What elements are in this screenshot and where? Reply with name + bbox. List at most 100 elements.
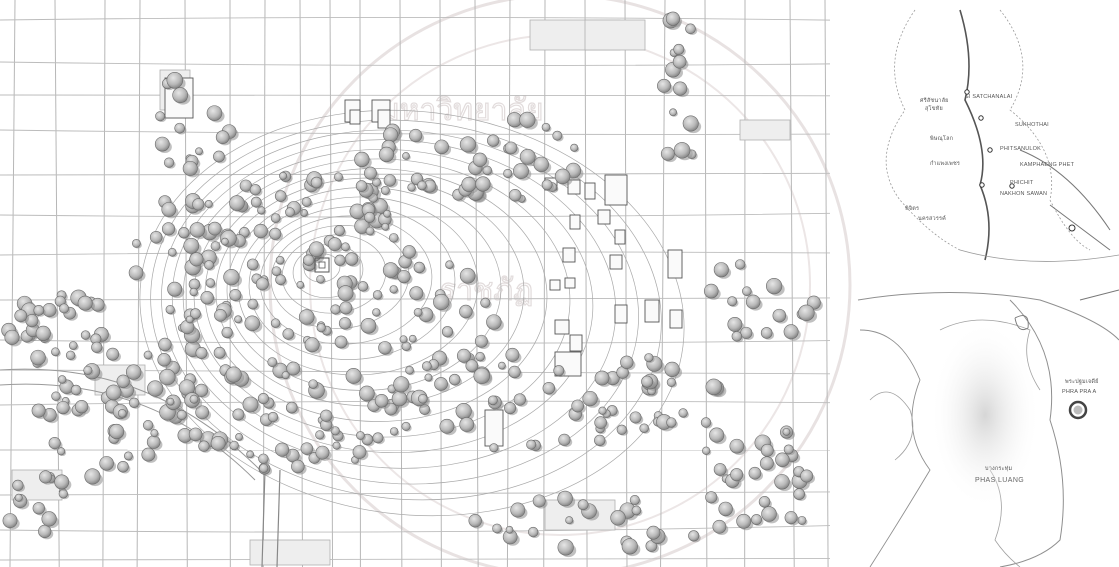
tree-canopy — [664, 361, 683, 379]
tree-canopy — [174, 122, 187, 135]
tree-canopy — [204, 199, 214, 209]
tree-canopy — [105, 384, 124, 402]
tree-canopy — [195, 405, 212, 421]
tree-canopy — [354, 218, 372, 236]
tree-canopy — [281, 371, 291, 380]
tree-canopy — [165, 305, 176, 315]
building-footprint — [484, 409, 504, 447]
highlighted-field — [249, 539, 331, 566]
field-boundary — [506, 0, 511, 567]
tree-canopy — [275, 442, 292, 459]
tree-canopy — [541, 179, 555, 192]
tree-canopy — [339, 301, 355, 316]
tree-canopy — [214, 308, 229, 323]
tree-canopy — [364, 211, 377, 224]
tree-canopy — [259, 463, 270, 474]
building-footprint — [667, 249, 683, 279]
tree-canopy — [488, 395, 500, 406]
tree-canopy — [705, 378, 725, 397]
tree-canopy — [380, 185, 391, 196]
tree-canopy — [285, 401, 300, 415]
tree-canopy — [542, 381, 557, 396]
tree-canopy — [356, 431, 366, 441]
lbl-kamphaeng-en: KAMPHAENG PHET — [1020, 162, 1075, 168]
tree-canopy — [123, 451, 134, 462]
building-footprint — [584, 182, 596, 200]
tree-canopy — [195, 347, 210, 361]
tree-canopy — [433, 293, 452, 312]
tree-canopy — [300, 442, 315, 457]
tree-canopy — [355, 180, 369, 193]
tree-canopy — [742, 286, 753, 297]
tree-canopy — [108, 423, 127, 441]
town-marker — [1009, 183, 1015, 189]
tree-canopy — [401, 421, 412, 432]
lbl-kamphaeng-th: กำแพงเพชร — [930, 160, 960, 167]
tree-canopy — [99, 456, 117, 473]
tree-canopy — [374, 394, 391, 409]
site-location-marker — [1068, 400, 1088, 420]
tree-canopy — [740, 326, 755, 341]
tree-canopy — [255, 277, 271, 292]
tree-canopy — [282, 328, 296, 341]
field-boundary — [0, 491, 831, 496]
tree-canopy — [39, 470, 54, 485]
tree-canopy — [486, 314, 504, 332]
central-shrine — [314, 257, 330, 273]
building-footprint — [567, 179, 581, 195]
tree-canopy — [354, 151, 372, 169]
district-label-en: PHAS LUANG — [975, 477, 1024, 484]
building-footprint — [644, 299, 660, 323]
highlighted-field — [584, 19, 646, 51]
tree-canopy — [304, 337, 322, 354]
tree-canopy — [185, 315, 195, 324]
field-boundary — [0, 212, 831, 218]
tree-canopy — [14, 493, 24, 503]
town-marker — [979, 182, 985, 188]
tree-canopy — [267, 357, 279, 368]
tree-canopy — [526, 439, 538, 451]
tree-canopy — [702, 446, 712, 456]
tree-canopy — [508, 188, 524, 203]
tree-canopy — [269, 227, 283, 241]
tree-canopy — [291, 459, 307, 475]
tree-canopy — [459, 417, 477, 434]
contour-line — [292, 244, 364, 298]
field-boundary — [439, 0, 442, 567]
tree-canopy — [213, 346, 228, 360]
tree-canopy — [345, 367, 364, 386]
tree-canopy — [316, 323, 327, 334]
tree-canopy — [301, 197, 313, 208]
tree-canopy — [461, 176, 479, 194]
tree-canopy — [359, 385, 378, 403]
tree-canopy — [459, 136, 479, 155]
tree-canopy — [424, 373, 434, 383]
tree-canopy — [557, 490, 576, 508]
tree-canopy — [439, 418, 457, 436]
tree-canopy — [505, 347, 522, 364]
tree-canopy — [221, 326, 235, 340]
tree-canopy — [360, 318, 379, 336]
tree-canopy — [760, 327, 775, 340]
tree-canopy — [408, 334, 418, 344]
district-label-th: บางกระทุ่ม — [985, 466, 1013, 472]
building-footprint — [614, 229, 626, 245]
tree-canopy — [258, 453, 270, 465]
tree-canopy — [381, 222, 391, 232]
tree-canopy — [172, 87, 191, 105]
tree-canopy — [557, 539, 577, 558]
building-footprint — [569, 334, 583, 352]
tree-canopy — [800, 469, 815, 484]
tree-canopy — [80, 330, 92, 341]
tree-canopy — [59, 303, 71, 315]
tree-canopy — [334, 254, 348, 267]
tree-canopy — [189, 287, 199, 297]
tree-canopy — [51, 391, 62, 402]
tree-canopy — [793, 488, 807, 501]
tree-canopy — [641, 375, 655, 389]
tree-canopy — [646, 355, 665, 374]
tree-canopy — [200, 291, 216, 306]
field-boundary — [9, 0, 16, 567]
tree-canopy — [338, 317, 353, 331]
lbl-si-satchanalai-th: ศรีสัชนาลัย — [920, 97, 949, 104]
